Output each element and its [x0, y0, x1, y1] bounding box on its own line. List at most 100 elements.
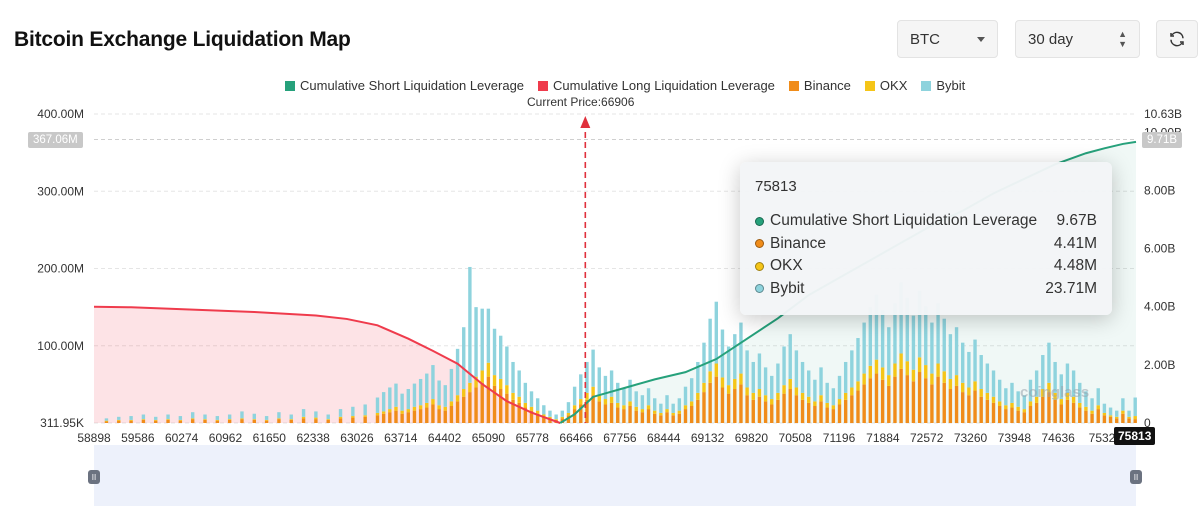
bar-bybit: [640, 395, 645, 410]
bar-bybit: [301, 409, 306, 417]
bar-bybit: [548, 410, 552, 417]
bar-binance: [646, 409, 651, 423]
range-slider[interactable]: [94, 445, 1136, 506]
bar-bybit: [757, 353, 762, 390]
bar-binance: [1047, 392, 1051, 423]
bar-bybit: [418, 378, 423, 406]
bar-binance: [1102, 415, 1107, 423]
bar-binance: [351, 417, 355, 423]
bar-bybit: [942, 318, 946, 372]
bar-bybit: [1028, 379, 1033, 402]
bar-binance: [702, 392, 706, 423]
bar-bybit: [1084, 391, 1088, 407]
bar-binance: [807, 402, 811, 423]
legend-item[interactable]: Binance: [788, 78, 851, 93]
bar-bybit: [973, 339, 977, 382]
bar-okx: [388, 409, 392, 413]
bar-bybit: [868, 307, 873, 366]
bar-binance: [1090, 413, 1094, 423]
bar-bybit: [455, 348, 460, 396]
bar-bybit: [388, 387, 392, 410]
bar-binance: [542, 416, 546, 423]
bar-bybit: [104, 418, 109, 421]
bar-bybit: [1071, 370, 1076, 397]
bar-binance: [548, 418, 552, 423]
bar-okx: [776, 392, 780, 400]
bar-binance: [911, 381, 916, 423]
bar-okx: [868, 365, 873, 379]
bar-binance: [363, 416, 367, 423]
bar-binance: [264, 420, 269, 423]
bar-okx: [967, 387, 971, 396]
bar-binance: [252, 419, 256, 423]
bar-bybit: [924, 306, 928, 366]
bar-okx: [560, 416, 564, 419]
bar-binance: [689, 406, 694, 423]
bar-bybit: [566, 402, 571, 413]
legend-item[interactable]: Cumulative Long Liquidation Leverage: [538, 78, 775, 93]
bar-okx: [443, 406, 447, 411]
bar-binance: [1022, 412, 1027, 423]
bar-bybit: [486, 308, 491, 363]
bar-okx: [856, 381, 860, 391]
bar-binance: [301, 418, 306, 423]
bar-okx: [837, 399, 842, 405]
bar-okx: [498, 378, 503, 390]
bar-bybit: [400, 393, 404, 411]
bar-okx: [739, 373, 743, 385]
bar-binance: [1065, 399, 1070, 423]
bar-binance: [997, 406, 1002, 423]
legend-item[interactable]: Cumulative Short Liquidation Leverage: [285, 78, 524, 93]
bar-binance: [1127, 418, 1131, 423]
bar-okx: [800, 392, 805, 400]
bar-bybit: [893, 303, 897, 364]
bar-binance: [757, 396, 762, 423]
tooltip-row: OKX 4.48M: [755, 255, 1097, 278]
bar-okx: [1121, 410, 1125, 414]
period-select[interactable]: 30 day ▲ ▼: [1015, 20, 1140, 58]
bar-okx: [1047, 382, 1051, 393]
refresh-button[interactable]: [1156, 20, 1198, 58]
bar-binance: [418, 409, 423, 423]
bar-binance: [289, 419, 293, 423]
bar-okx: [264, 419, 269, 421]
bar-binance: [837, 404, 842, 423]
bar-bybit: [529, 391, 534, 407]
bar-binance: [1071, 402, 1076, 423]
bar-binance: [671, 415, 675, 423]
bar-okx: [381, 411, 386, 414]
right-axis-tick-label: 10.63B: [1144, 107, 1182, 121]
bar-binance: [498, 389, 503, 423]
bar-okx: [1108, 415, 1113, 417]
bar-binance: [178, 420, 183, 423]
bar-okx: [702, 382, 706, 393]
coin-select[interactable]: BTC: [897, 20, 998, 58]
bar-bybit: [572, 386, 577, 406]
bar-binance: [862, 384, 866, 423]
slider-left-handle[interactable]: II: [88, 470, 100, 484]
bar-bybit: [763, 367, 768, 396]
bar-binance: [696, 399, 700, 423]
exchange-bars: [104, 266, 1137, 423]
bar-binance: [505, 393, 509, 423]
slider-right-handle[interactable]: II: [1130, 470, 1142, 484]
bar-okx: [770, 399, 774, 405]
bar-okx: [622, 405, 626, 410]
bar-okx: [129, 419, 133, 421]
bar-binance: [683, 409, 688, 423]
tooltip-dot: [755, 216, 764, 226]
bar-bybit: [141, 414, 146, 420]
legend-item[interactable]: Bybit: [921, 78, 965, 93]
bar-binance: [1121, 413, 1125, 423]
bar-binance: [616, 407, 620, 423]
bar-binance: [1078, 407, 1082, 423]
bar-binance: [388, 412, 392, 423]
bar-bybit: [560, 410, 564, 417]
legend-item[interactable]: OKX: [864, 78, 907, 93]
bar-binance: [277, 419, 281, 423]
legend-label: Binance: [803, 78, 851, 93]
bar-okx: [887, 375, 891, 386]
bar-bybit: [579, 374, 583, 400]
bar-bybit: [634, 391, 638, 407]
tooltip-value: 9.67B: [1056, 212, 1097, 230]
